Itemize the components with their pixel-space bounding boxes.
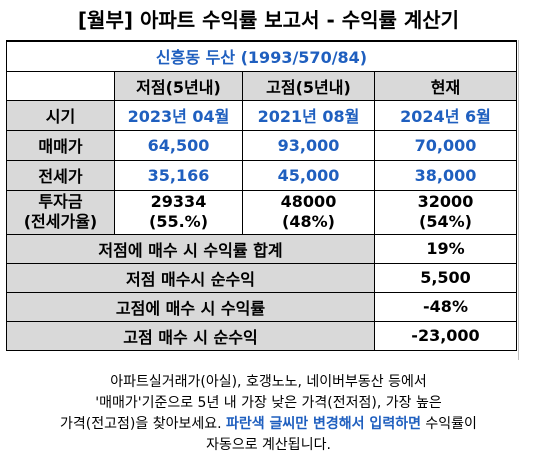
summary-value-cell[interactable]: -48% — [374, 291, 517, 322]
investment-label: 투자금 — [38, 192, 83, 211]
investment-high-amount: 48000 — [280, 192, 337, 211]
investment-low-amount: 29334 — [150, 192, 207, 211]
note-line: '매매가'기준으로 5년 내 가장 낮은 가격(전저점), 가장 높은 — [95, 395, 442, 411]
investment-low-cell[interactable]: 29334 (55.%) — [114, 189, 243, 235]
period-label-cell: 시기 — [6, 99, 115, 131]
period-current-cell[interactable]: 2024년 6월 — [374, 99, 517, 131]
investment-current-amount: 32000 — [417, 192, 474, 211]
note-highlight: 파란색 글씨만 변경해서 입력하면 — [226, 416, 421, 432]
sale-price-low-cell[interactable]: 64,500 — [114, 129, 243, 161]
instruction-note: 아파트실거래가(아실), 호갱노노, 네이버부동산 등에서 '매매가'기준으로 … — [0, 372, 537, 456]
summary-value-cell[interactable]: 19% — [374, 233, 517, 264]
report-title: [월부] 아파트 수익률 보고서 - 수익률 계산기 — [77, 8, 460, 32]
note-line: 가격(전고점)을 찾아보세요. 파란색 글씨만 변경해서 입력하면 수익률이 — [0, 414, 537, 435]
summary-value-cell[interactable]: 5,500 — [374, 262, 517, 293]
sale-price-label-cell: 매매가 — [6, 129, 115, 161]
note-line: 아파트실거래가(아실), 호갱노노, 네이버부동산 등에서 — [110, 374, 427, 390]
property-name-cell[interactable]: 신흥동 두산 (1993/570/84) — [6, 40, 517, 72]
note-text: 가격(전고점)을 찾아보세요. — [60, 416, 227, 432]
period-high-cell[interactable]: 2021년 08월 — [242, 99, 375, 131]
summary-label-cell: 고점에 매수 시 수익률 — [6, 291, 375, 322]
sale-price-high-cell[interactable]: 93,000 — [242, 129, 375, 161]
summary-value-cell[interactable]: -23,000 — [374, 320, 517, 351]
investment-high-cell[interactable]: 48000 (48%) — [242, 189, 375, 235]
investment-current-ratio: (54%) — [419, 212, 472, 231]
header-high-cell: 고점(5년내) — [242, 70, 375, 101]
period-low-cell[interactable]: 2023년 04월 — [114, 99, 243, 131]
jeonse-ratio-label: (전세가율) — [23, 212, 98, 231]
yield-calculator-table: 신흥동 두산 (1993/570/84) 저점(5년내) 고점(5년내) 현재 … — [6, 40, 517, 351]
jeonse-price-low-cell[interactable]: 35,166 — [114, 159, 243, 191]
investment-label-cell: 투자금 (전세가율) — [6, 189, 115, 235]
sale-price-current-cell[interactable]: 70,000 — [374, 129, 517, 161]
summary-label-cell: 저점에 매수 시 수익률 합계 — [6, 233, 375, 264]
header-low-cell: 저점(5년내) — [114, 70, 243, 101]
investment-low-ratio: (55.%) — [149, 212, 208, 231]
header-current-cell: 현재 — [374, 70, 517, 101]
note-line: 자동으로 계산됩니다. — [206, 437, 331, 453]
header-empty-cell — [6, 70, 115, 101]
jeonse-price-high-cell[interactable]: 45,000 — [242, 159, 375, 191]
investment-high-ratio: (48%) — [282, 212, 335, 231]
note-text: 수익률이 — [420, 416, 477, 432]
investment-current-cell[interactable]: 32000 (54%) — [374, 189, 517, 235]
jeonse-price-current-cell[interactable]: 38,000 — [374, 159, 517, 191]
summary-label-cell: 저점 매수시 순수익 — [6, 262, 375, 293]
summary-label-cell: 고점 매수 시 순수익 — [6, 320, 375, 351]
jeonse-price-label-cell: 전세가 — [6, 159, 115, 191]
column-divider — [518, 40, 519, 360]
